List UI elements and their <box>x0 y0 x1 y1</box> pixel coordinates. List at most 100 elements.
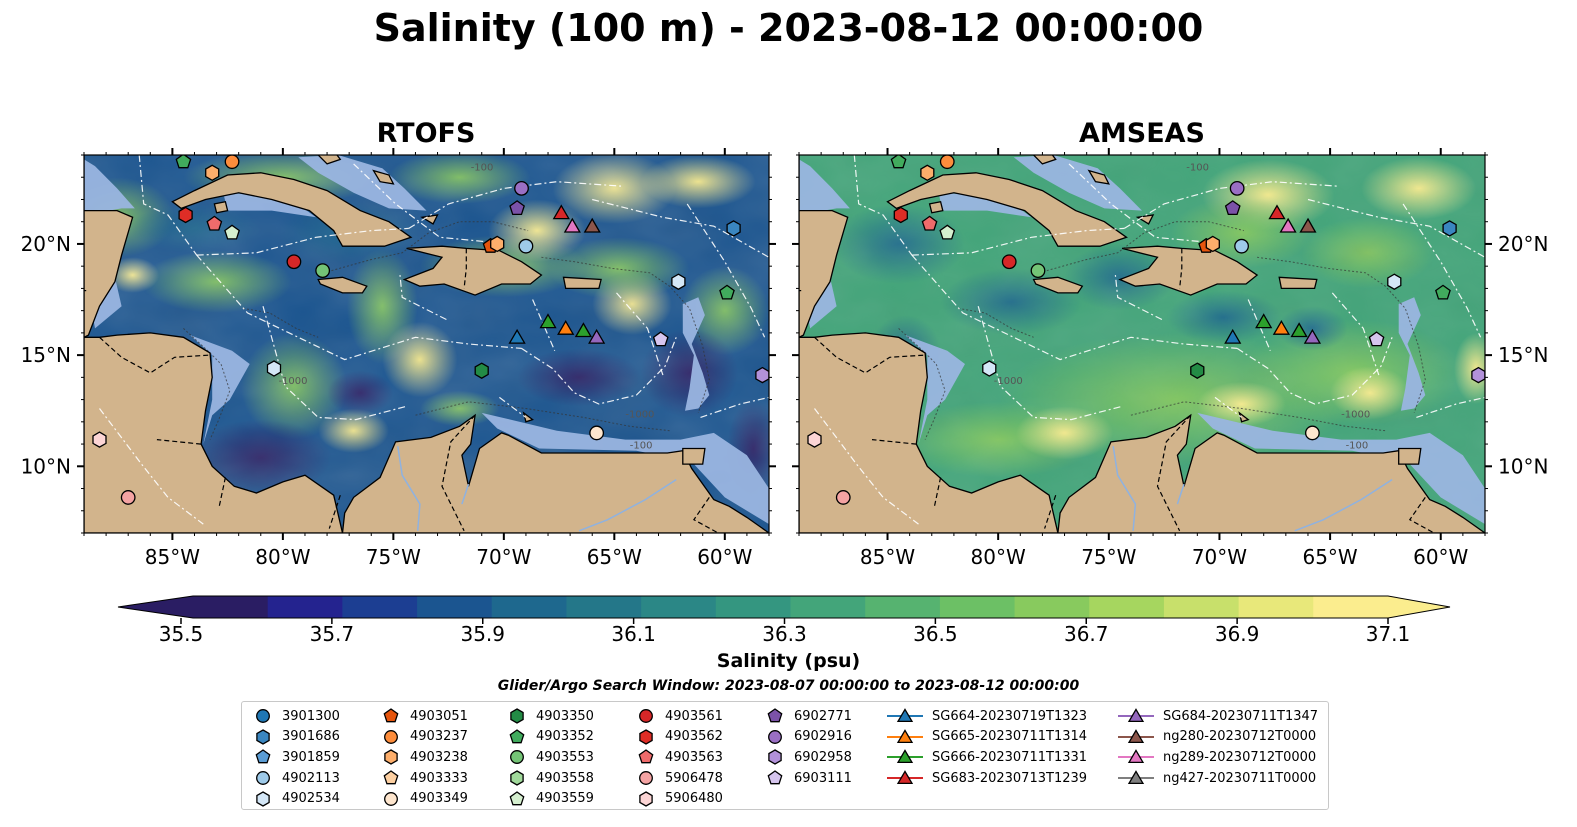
legend-marker <box>896 708 914 723</box>
colorbar-extend-min <box>118 596 193 618</box>
platform-marker <box>807 431 822 448</box>
legend-marker-icon <box>887 770 923 785</box>
legend-marker <box>896 770 914 785</box>
legend-entry: 4902534 <box>252 788 340 809</box>
legend-marker <box>510 708 524 725</box>
eez-boundary <box>853 155 913 256</box>
legend-entry: SG684-20230711T1347 <box>1117 706 1318 727</box>
eez-boundary <box>977 306 1123 421</box>
legend-marker <box>509 790 525 806</box>
legend-entry: 6902916 <box>764 727 852 748</box>
legend-entry: 3901859 <box>252 747 340 768</box>
country-border <box>933 477 942 509</box>
shallow-shelf-campeche <box>84 159 135 215</box>
depth-contour <box>1257 256 1426 414</box>
eez-boundary <box>1307 198 1485 258</box>
depth-contour <box>541 256 710 414</box>
eez-boundary <box>616 292 664 376</box>
legend-marker <box>255 749 271 764</box>
platform-marker <box>574 322 593 338</box>
platform-marker <box>939 224 956 240</box>
lon-tick-label: 85°W <box>145 545 200 569</box>
platform-marker <box>589 425 605 441</box>
legend-label: 4903562 <box>665 729 723 745</box>
legend-entry: ng280-20230712T0000 <box>1117 727 1318 748</box>
colorbar-segment <box>715 596 791 618</box>
legend-label: 4903352 <box>536 729 594 745</box>
platform-marker <box>1255 313 1273 329</box>
eez-boundary <box>1247 299 1271 351</box>
legend-column: 3901300 3901686 3901859 4902113 4902534 <box>252 706 340 809</box>
land-jamaica <box>317 276 368 294</box>
colorbar-extend-max <box>1388 596 1450 618</box>
map-field-amseas: -1000 -1000 -100 -100 <box>799 155 1485 533</box>
legend-marker <box>639 790 653 807</box>
land-puerto_rico <box>562 276 602 290</box>
platform-marker <box>509 200 525 216</box>
land-isla_juventud <box>928 200 944 214</box>
lon-tick-label: 60°W <box>1413 545 1468 569</box>
legend-entry: 4903553 <box>506 747 594 768</box>
platform-marker <box>175 155 192 169</box>
legend-marker <box>896 729 914 743</box>
colorbar-tick-label: 36.7 <box>1064 622 1109 646</box>
platform-marker <box>890 155 907 169</box>
legend-marker <box>767 708 783 723</box>
lon-tick-label: 80°W <box>971 545 1026 569</box>
legend-entry: 4903562 <box>635 727 723 748</box>
eez-boundary <box>686 203 766 338</box>
platform-marker <box>315 263 331 279</box>
legend-column: 4903051 4903237 4903238 4903333 4903349 <box>380 706 468 809</box>
river <box>1112 446 1137 531</box>
legend-entry: SG664-20230719T1323 <box>886 706 1087 727</box>
map-frame <box>798 154 1486 534</box>
legend-label: 4903051 <box>410 708 468 724</box>
platform-marker <box>755 366 769 384</box>
platform-marker <box>835 490 851 505</box>
legend-marker-icon <box>256 771 270 786</box>
legend-marker-icon <box>1118 708 1154 723</box>
platform-marker <box>120 490 136 505</box>
legend-label: 3901859 <box>282 749 340 765</box>
legend-entry: SG665-20230711T1314 <box>886 727 1087 748</box>
country-border <box>328 495 341 529</box>
platform-marker <box>1435 284 1451 300</box>
platform-marker <box>1272 320 1291 335</box>
platform-marker <box>1303 328 1322 344</box>
lon-tick-label: 60°W <box>697 545 752 569</box>
legend-label: SG683-20230713T1239 <box>932 770 1088 786</box>
legend-label: 4903333 <box>410 770 468 786</box>
land-bahamas_a <box>317 155 342 165</box>
depth-contour <box>898 328 946 440</box>
legend-marker <box>768 729 782 744</box>
legend-entry: 4903352 <box>506 727 594 748</box>
legend-entry: 4903051 <box>380 706 468 727</box>
colorbar-segment <box>1089 596 1165 618</box>
platform-marker <box>474 362 489 379</box>
land-isla_juventud <box>213 200 229 214</box>
legend-marker <box>256 709 270 724</box>
land-bahamas_b <box>372 169 395 185</box>
platform-marker <box>671 273 686 290</box>
platform-marker <box>514 180 529 196</box>
eez-boundary <box>911 254 1238 361</box>
platform-marker <box>539 313 557 329</box>
lon-tick-label: 70°W <box>476 545 531 569</box>
legend-marker-icon <box>639 790 653 807</box>
platform-marker <box>563 217 581 233</box>
platform-marker <box>224 224 240 240</box>
colorbar-tick-label: 35.7 <box>310 622 355 646</box>
river <box>397 446 421 531</box>
legend-label: 4903563 <box>665 749 723 765</box>
platform-marker <box>921 215 938 231</box>
legend-marker-icon <box>768 749 782 766</box>
country-border <box>99 336 211 374</box>
eez-boundary <box>814 408 919 525</box>
legend-marker <box>1127 770 1145 785</box>
legend-label: ng289-20230712T0000 <box>1163 749 1317 765</box>
legend-marker-icon <box>384 729 398 744</box>
depth-contour-label: -1000 <box>994 376 1023 387</box>
land-hispaniola <box>402 245 543 296</box>
platform-marker <box>719 284 735 300</box>
eez-boundary <box>911 227 1125 256</box>
